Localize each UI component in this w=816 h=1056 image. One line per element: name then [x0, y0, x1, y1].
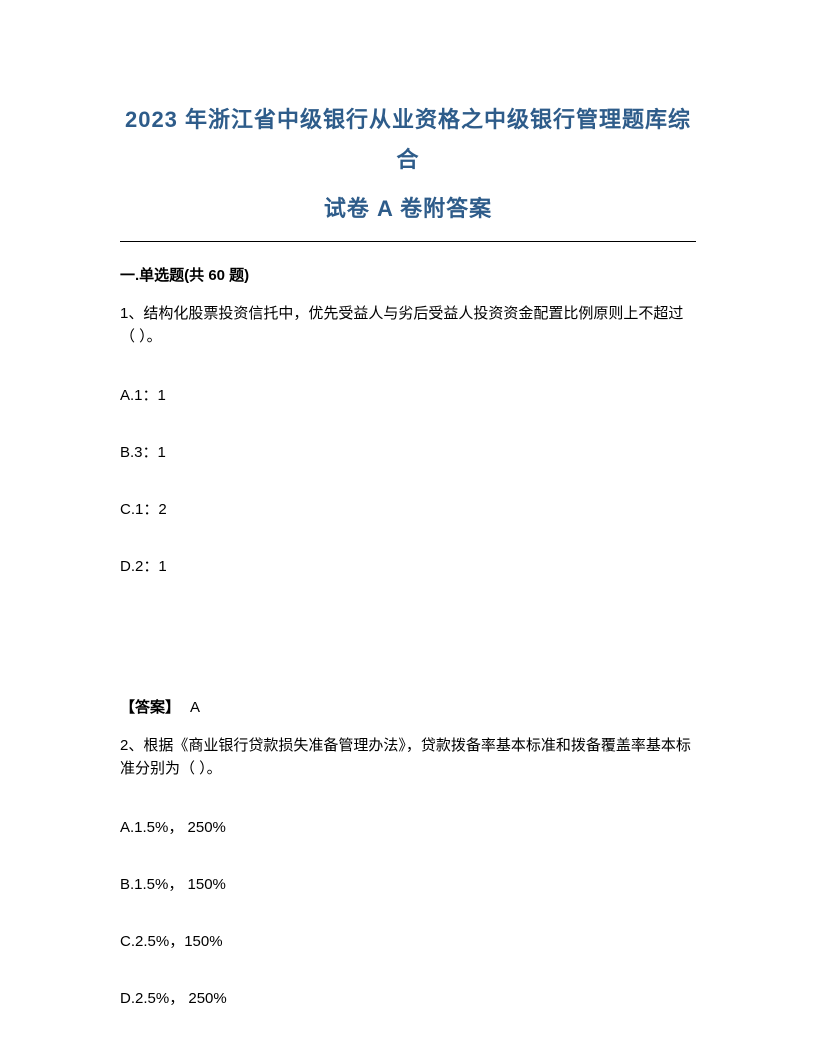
question-1-option-b: B.3：1	[120, 441, 696, 462]
question-1-option-c: C.1：2	[120, 498, 696, 519]
question-1-answer: 【答案】 A	[120, 696, 696, 717]
question-2-number: 2、	[120, 737, 143, 754]
question-1-option-a: A.1：1	[120, 384, 696, 405]
question-2-option-b: B.1.5%， 150%	[120, 873, 696, 894]
question-2-option-c: C.2.5%，150%	[120, 930, 696, 951]
question-1-number: 1、	[120, 305, 143, 322]
question-2-body: 根据《商业银行贷款损失准备管理办法》，贷款拨备率基本标准和拨备覆盖率基本标准分别…	[120, 737, 691, 777]
question-1-option-d: D.2：1	[120, 555, 696, 576]
question-2-option-d: D.2.5%， 250%	[120, 987, 696, 1008]
title-divider	[120, 241, 696, 242]
answer-value: A	[190, 699, 200, 716]
answer-label: 【答案】	[120, 699, 180, 716]
question-2-option-a: A.1.5%， 250%	[120, 816, 696, 837]
question-1-text: 1、结构化股票投资信托中，优先受益人与劣后受益人投资资金配置比例原则上不超过（ …	[120, 303, 696, 348]
question-1-body: 结构化股票投资信托中，优先受益人与劣后受益人投资资金配置比例原则上不超过（ ）。	[120, 305, 683, 345]
document-title-line2: 试卷 A 卷附答案	[120, 191, 696, 223]
document-title-line1: 2023 年浙江省中级银行从业资格之中级银行管理题库综合	[120, 100, 696, 179]
section-header: 一.单选题(共 60 题)	[120, 264, 696, 285]
question-2-text: 2、根据《商业银行贷款损失准备管理办法》，贷款拨备率基本标准和拨备覆盖率基本标准…	[120, 735, 696, 780]
